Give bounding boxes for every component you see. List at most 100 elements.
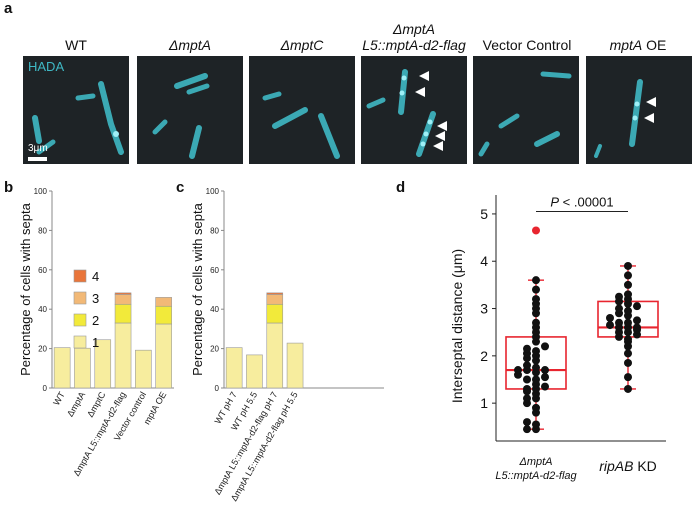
panel-letter-a: a (4, 0, 13, 17)
data-point (624, 349, 632, 358)
data-point (532, 420, 540, 429)
chart-b-y-tick-label: 100 (34, 187, 48, 196)
micrograph-vector-control (473, 56, 579, 164)
data-point (523, 375, 531, 384)
legend-label: 3 (92, 291, 99, 306)
significance-value: < .00001 (559, 195, 614, 210)
chart-b-y-tick-label: 80 (38, 226, 47, 235)
chart-b-bar-segment (114, 294, 132, 305)
chart-d-y-tick-label: 3 (480, 301, 488, 317)
chart-d-y-axis-label: Interseptal distance (μm) (449, 249, 465, 403)
chart-b-bar-segment (53, 347, 71, 389)
chart-c-y-tick-label: 80 (210, 226, 219, 235)
chart-d-x-tick-label: ΔmptA (518, 456, 552, 468)
scale-bar (28, 157, 47, 161)
data-point (606, 314, 614, 322)
chart-c-y-axis-label: Percentage of cells with septa (190, 202, 205, 375)
chart-c-y-tick-label: 100 (206, 187, 220, 196)
outlier-point (532, 226, 540, 235)
data-point (541, 382, 549, 391)
chart-b-bar-segment (114, 303, 132, 324)
ripab-gene: ripAB (599, 458, 633, 474)
panel-letter-c: c (176, 179, 185, 196)
chart-d-y-tick-label: 4 (480, 253, 488, 269)
data-point (532, 285, 540, 294)
chart-b-bar-segment (114, 292, 132, 295)
data-point (523, 418, 531, 427)
label-complement-line2: L5::mptA-d2-flag (362, 37, 466, 53)
data-point (606, 321, 614, 330)
legend-swatch (73, 313, 87, 327)
data-point (615, 292, 623, 301)
chart-b-y-tick-label: 60 (38, 266, 47, 275)
significance-annotation: P < .00001 (550, 195, 613, 210)
panel-letter-b: b (4, 179, 14, 196)
label-complement-line1: ΔmptA (392, 21, 436, 37)
chart-b-bar-segment (155, 305, 172, 325)
chart-b-y-axis-label: Percentage of cells with septa (18, 202, 33, 375)
data-point (624, 271, 632, 280)
chart-d-y-tick-label: 5 (480, 206, 488, 222)
chart-c-y-tick-label: 40 (210, 305, 219, 314)
data-point (541, 373, 549, 382)
micrograph-complement (361, 56, 467, 164)
label-mpta-oe-suffix: OE (642, 37, 667, 53)
data-point (624, 290, 632, 299)
chart-c-y-tick-label: 0 (215, 384, 220, 393)
legend-label: 4 (92, 269, 99, 284)
stain-label: HADA (28, 59, 65, 74)
micrograph-mpta-oe (586, 56, 692, 164)
label-complement: ΔmptA L5::mptA-d2-flag (352, 22, 476, 53)
label-mpta-oe-gene: mptA (609, 37, 643, 53)
data-point (624, 306, 632, 315)
label-wt: WT (65, 37, 87, 53)
data-point (624, 358, 632, 367)
data-point (624, 318, 632, 327)
chart-d: 1 2 3 4 5 Interseptal distance (μm) P < .00001… (449, 195, 666, 482)
chart-c-bar-segment (286, 342, 304, 389)
chart-d-x-tick-label: L5::mptA-d2-flag (495, 470, 577, 482)
chart-c-bar-segment (246, 354, 263, 389)
legend-swatch (73, 335, 87, 349)
data-point (624, 373, 632, 382)
data-point (532, 347, 540, 356)
data-point (523, 394, 531, 403)
data-point (532, 403, 540, 412)
legend-swatch (73, 269, 87, 283)
data-point (615, 318, 623, 327)
data-point (633, 302, 641, 311)
chart-b-bar-segment (155, 323, 172, 389)
chart-c-bar-segment (266, 294, 284, 305)
label-vector-control: Vector Control (482, 37, 572, 53)
chart-c-y-tick-label: 60 (210, 266, 219, 275)
data-point (624, 261, 632, 270)
data-point (633, 316, 641, 325)
data-point (615, 304, 623, 313)
chart-b-bar-segment (135, 349, 152, 389)
data-point (523, 344, 531, 353)
data-point (523, 425, 531, 434)
chart-b-bar-segment (114, 322, 132, 389)
micrograph-delta-mptc (249, 56, 355, 164)
chart-b-y-tick-label: 0 (43, 384, 48, 393)
chart-b-y-tick-label: 40 (38, 305, 47, 314)
chart-c-bar-segment (266, 292, 284, 295)
data-point (514, 366, 522, 375)
chart-d-y-tick-label: 1 (480, 395, 488, 411)
label-mpta-oe: mptA OE (585, 38, 691, 53)
data-point (523, 361, 531, 370)
micrograph-wt: HADA 3μm (23, 56, 129, 164)
significance-p: P (550, 195, 559, 210)
chart-c-bar-segment (225, 347, 243, 389)
chart-d-y-tick-label: 2 (480, 348, 488, 364)
chart-c-bar-segment (266, 322, 284, 389)
data-point (532, 295, 540, 304)
scale-bar-label: 3μm (28, 143, 48, 154)
data-point (532, 276, 540, 285)
data-point (532, 363, 540, 372)
label-delta-mptc: ΔmptC (280, 37, 324, 53)
data-point (633, 323, 641, 332)
chart-d-x-tick-label: ripAB KD (599, 458, 657, 474)
data-point (541, 366, 549, 375)
